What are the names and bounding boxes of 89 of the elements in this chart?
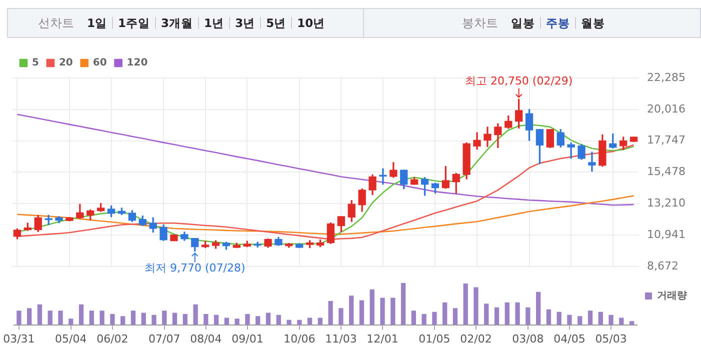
- bar: [58, 310, 63, 325]
- bar: [214, 314, 219, 325]
- x-tick-label: 05/04: [55, 332, 87, 346]
- bar: [141, 312, 146, 325]
- bar: [629, 321, 634, 325]
- candlestick: [567, 142, 575, 159]
- x-tick-label: 09/01: [232, 332, 264, 346]
- bar: [89, 310, 94, 325]
- y-tick-label: 17,747: [647, 134, 686, 147]
- bar: [474, 287, 478, 325]
- bar: [266, 312, 271, 325]
- bar: [78, 304, 84, 325]
- bar: [411, 310, 416, 325]
- bar: [68, 318, 74, 325]
- legend-label: 60: [92, 58, 107, 69]
- x-tick-label: 06/02: [96, 332, 128, 346]
- y-tick-label: 20,016: [647, 102, 686, 116]
- bar: [588, 310, 593, 325]
- x-tick-label: 11/03: [325, 332, 357, 346]
- candlestick: [379, 168, 387, 185]
- bar: [110, 314, 115, 325]
- bar: [567, 314, 572, 325]
- bar: [504, 302, 510, 325]
- bar: [432, 312, 437, 325]
- bar: [130, 310, 136, 325]
- x-tick-label: 07/07: [148, 332, 180, 346]
- bar: [27, 308, 32, 325]
- bar: [48, 310, 52, 325]
- annotation: 최고 20,750 (02/29): [464, 74, 573, 88]
- period-toolbar: 선차트 1일 1주일 3개월 1년 3년 5년 10년 봉차트 일봉 주봉 월봉: [7, 8, 701, 38]
- bar: [546, 309, 552, 325]
- x-tick-label: 12/01: [366, 332, 398, 346]
- bar: [204, 314, 208, 325]
- x-tick-label: 05/03: [595, 332, 627, 346]
- bar: [162, 310, 167, 325]
- bar: [338, 308, 344, 325]
- bar: [172, 312, 178, 325]
- bar: [245, 314, 250, 325]
- legend-label: 20: [58, 58, 73, 69]
- bar: [452, 308, 458, 325]
- x-tick-label: 01/05: [418, 332, 450, 346]
- x-tick-label: 03/08: [512, 332, 544, 346]
- x-tick-label: 03/31: [3, 332, 35, 346]
- bar: [100, 310, 104, 325]
- bar: [515, 302, 520, 325]
- x-tick-label: 08/04: [190, 332, 222, 346]
- annotation: 최저 9,770 (07/28): [144, 262, 246, 275]
- y-tick-label: 15,478: [647, 165, 686, 178]
- bar: [494, 307, 500, 325]
- bar: [608, 314, 614, 325]
- legend-label: 120: [126, 58, 148, 69]
- bar: [370, 289, 374, 325]
- bar: [37, 304, 42, 325]
- bar: [152, 314, 156, 325]
- x-tick-label: 10/06: [284, 332, 316, 346]
- bar: [400, 283, 406, 325]
- bar: [442, 302, 448, 325]
- bar: [328, 301, 333, 325]
- bar: [536, 292, 541, 325]
- bar: [380, 298, 385, 325]
- bar: [349, 296, 354, 325]
- candlestick: [44, 214, 52, 226]
- bar: [120, 316, 126, 325]
- x-tick-label: 02/02: [460, 332, 492, 346]
- y-tick-label: 13,210: [647, 196, 686, 210]
- candlestick: [254, 242, 262, 248]
- bar: [484, 304, 489, 325]
- bar: [16, 310, 22, 325]
- y-tick-label: 10,941: [647, 228, 686, 241]
- bar: [193, 304, 198, 325]
- bar: [182, 314, 188, 325]
- candlestick: [588, 152, 596, 172]
- bar: [578, 316, 582, 325]
- x-tick-label: 04/05: [554, 332, 586, 346]
- y-tick-label: 8,672: [647, 259, 678, 272]
- bar: [422, 314, 426, 325]
- y-tick-label: 22,285: [647, 70, 686, 84]
- bar: [463, 284, 468, 325]
- bar: [359, 300, 364, 325]
- bar: [598, 312, 603, 325]
- bar: [286, 320, 292, 325]
- bar: [526, 307, 530, 325]
- bar: [556, 312, 562, 325]
- legend-label: 거래량: [657, 290, 687, 302]
- bar: [234, 318, 240, 325]
- legend-label: 5: [32, 58, 39, 69]
- bar: [276, 314, 281, 325]
- bar: [390, 298, 396, 325]
- bar: [256, 316, 260, 325]
